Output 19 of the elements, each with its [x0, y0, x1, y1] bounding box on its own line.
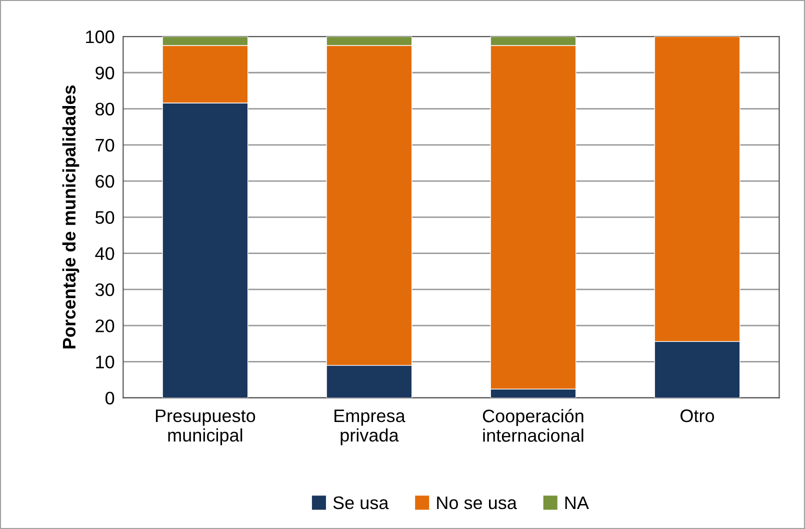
- y-tick-label: 20: [96, 319, 114, 332]
- y-tick-label: 0: [105, 392, 114, 405]
- y-tick-label: 40: [95, 247, 114, 260]
- y-tick-label: 50: [95, 211, 114, 224]
- x-tick-label: Presupuesto municipal: [156, 410, 256, 446]
- legend-label: No se usa: [437, 496, 517, 510]
- x-tick-label: Empresa privada: [334, 410, 406, 446]
- y-tick-label: 90: [96, 66, 114, 80]
- y-tick-label: 30: [95, 283, 114, 296]
- y-tick-label: 60: [96, 174, 114, 188]
- y-tick-label: 80: [96, 102, 114, 116]
- legend-label: NA: [565, 496, 589, 510]
- x-tick-label: Otro: [680, 409, 714, 422]
- x-tick-label: Cooperación internacional: [482, 408, 584, 442]
- y-tick-label: 70: [96, 138, 114, 152]
- y-axis-title: Porcentaje de municipalidades: [62, 85, 80, 348]
- legend-label: Se usa: [333, 496, 389, 510]
- y-tick-label: 10: [96, 356, 114, 368]
- y-tick-label: 100: [86, 30, 114, 44]
